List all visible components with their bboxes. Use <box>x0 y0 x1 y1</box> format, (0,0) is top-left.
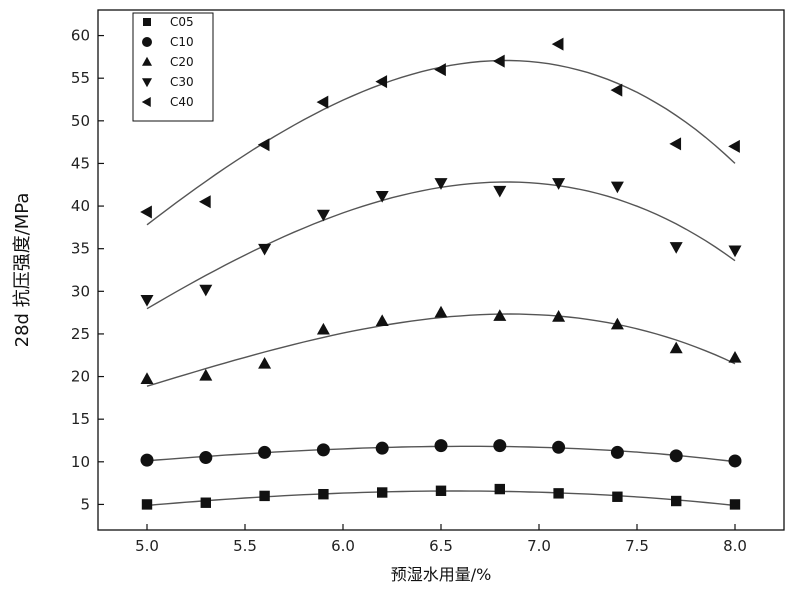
x-tick-label: 7.0 <box>527 537 551 555</box>
x-tick-label: 8.0 <box>723 537 747 555</box>
data-point-c20 <box>493 309 507 321</box>
data-point-c20 <box>552 310 566 322</box>
y-tick-label: 15 <box>71 410 90 428</box>
data-point-c20 <box>316 322 330 335</box>
legend-marker-c40 <box>141 97 151 107</box>
data-point-c30 <box>375 190 389 203</box>
y-tick-label: 55 <box>71 69 90 87</box>
data-point-c05 <box>729 499 741 510</box>
legend: C05 C10 C20 C30 C40 <box>132 12 214 122</box>
legend-marker-c20 <box>142 56 152 66</box>
data-point-c05 <box>318 488 329 500</box>
data-point-c10 <box>610 445 624 459</box>
legend-marker-c05 <box>143 18 151 26</box>
data-point-c05 <box>671 495 682 507</box>
data-point-c30 <box>258 243 272 256</box>
data-point-c40 <box>728 139 740 153</box>
data-point-c40 <box>669 137 682 151</box>
fit-curve-c30 <box>146 181 736 310</box>
data-point-c20 <box>140 372 154 384</box>
data-point-c40 <box>375 75 388 89</box>
legend-marker-c10 <box>142 37 152 47</box>
x-tick-label: 5.0 <box>135 537 159 555</box>
data-point-c30 <box>140 294 154 307</box>
y-tick-label: 25 <box>71 325 90 343</box>
data-point-c20 <box>434 305 448 318</box>
data-point-c20 <box>199 368 213 381</box>
data-point-c40 <box>198 195 211 209</box>
x-tick-label: 5.5 <box>233 537 257 555</box>
legend-label: C40 <box>170 95 194 109</box>
legend-label: C20 <box>170 55 194 69</box>
y-tick-label: 5 <box>80 495 90 513</box>
y-tick-label: 20 <box>71 368 90 386</box>
data-point-c20 <box>669 341 683 354</box>
y-tick-label: 60 <box>71 27 90 45</box>
data-point-c30 <box>669 242 683 254</box>
y-axis-label: 28d 抗压强度/MPa <box>12 193 33 348</box>
data-point-c20 <box>610 317 624 330</box>
data-point-c30 <box>728 245 742 258</box>
legend-marker-c30 <box>142 78 152 88</box>
fit-curve-c20 <box>146 313 736 387</box>
legend-label: C30 <box>170 75 194 89</box>
data-point-c30 <box>552 178 566 190</box>
data-markers <box>140 37 742 510</box>
data-point-c20 <box>258 356 272 369</box>
data-point-c05 <box>612 491 623 502</box>
x-tick-label: 7.5 <box>625 537 649 555</box>
data-point-c40 <box>316 95 329 109</box>
data-point-c30 <box>493 185 507 198</box>
data-point-c10 <box>728 454 742 468</box>
data-point-c40 <box>492 54 505 68</box>
data-point-c30 <box>434 178 448 190</box>
data-point-c05 <box>494 483 505 495</box>
data-point-c40 <box>257 138 270 152</box>
legend-label: C05 <box>170 15 194 29</box>
data-point-c10 <box>434 439 448 453</box>
data-point-c05 <box>553 488 564 499</box>
x-tick-label: 6.5 <box>429 537 453 555</box>
data-point-c40 <box>140 205 152 219</box>
y-tick-label: 30 <box>71 282 90 300</box>
x-tick-label: 6.0 <box>331 537 355 555</box>
data-point-c40 <box>610 83 623 97</box>
axis-ticks: 5.0 5.5 6.0 6.5 7.0 7.5 8.0 5 10 15 20 25 30 35 40 45 50… <box>71 27 747 555</box>
data-point-c10 <box>552 440 566 454</box>
data-point-c05 <box>259 490 270 502</box>
data-point-c30 <box>316 209 330 222</box>
y-tick-label: 50 <box>71 112 90 130</box>
data-point-c40 <box>551 37 564 51</box>
data-point-c10 <box>669 449 683 463</box>
data-point-c10 <box>493 439 507 453</box>
data-point-c10 <box>140 453 154 467</box>
x-axis-label: 预湿水用量/% <box>391 565 492 584</box>
data-point-c20 <box>728 350 742 363</box>
fit-curve-c40 <box>146 59 736 226</box>
data-point-c10 <box>375 441 389 455</box>
data-point-c05 <box>377 487 388 498</box>
data-point-c10 <box>258 445 272 459</box>
data-point-c05 <box>200 497 211 508</box>
data-point-c10 <box>199 451 213 465</box>
data-point-c05 <box>141 499 153 510</box>
data-point-c30 <box>199 284 213 297</box>
y-tick-label: 10 <box>71 453 90 471</box>
data-point-c20 <box>375 314 389 327</box>
data-point-c30 <box>610 181 624 194</box>
fit-curves <box>146 59 736 507</box>
y-tick-label: 40 <box>71 197 90 215</box>
y-tick-label: 35 <box>71 240 90 258</box>
data-point-c05 <box>435 485 447 496</box>
legend-label: C10 <box>170 35 194 49</box>
y-tick-label: 45 <box>71 154 90 172</box>
data-point-c10 <box>316 443 330 457</box>
data-point-c40 <box>434 63 446 77</box>
